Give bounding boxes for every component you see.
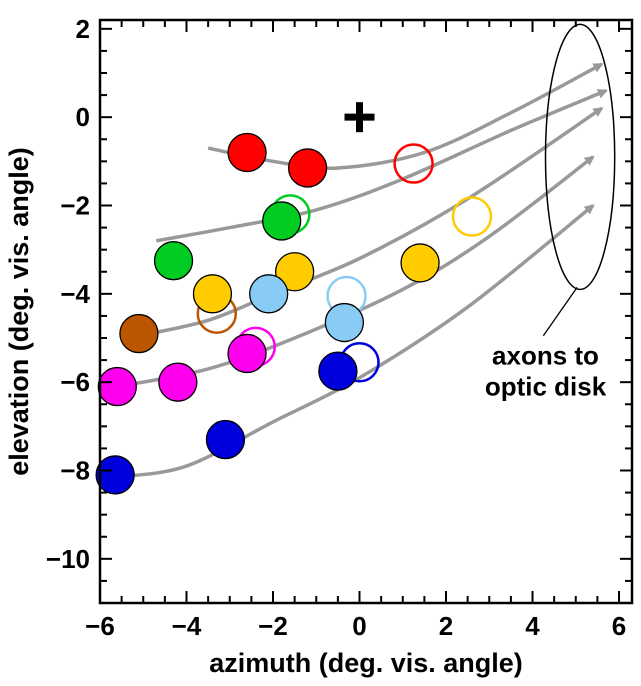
filled-point xyxy=(192,274,233,314)
filled-point xyxy=(324,302,365,343)
annotation-line-2: optic disk xyxy=(485,371,607,401)
y-tick-label: −6 xyxy=(60,367,90,397)
x-tick-label: 2 xyxy=(439,611,453,641)
filled-point xyxy=(287,148,328,188)
filled-point xyxy=(119,313,159,354)
filled-point xyxy=(227,132,267,173)
axon-curve xyxy=(207,62,604,170)
y-axis-label: elevation (deg. vis. angle) xyxy=(4,147,34,476)
filled-point xyxy=(227,333,267,374)
filled-point xyxy=(158,362,198,402)
y-tick-label: −2 xyxy=(60,191,90,221)
axes: −6 −4 −2 0 2 4 6 −10 −8 −6 −4 −2 0 2 xyxy=(46,14,634,641)
x-tick-label: −4 xyxy=(172,611,202,641)
filled-point xyxy=(97,366,137,407)
filled-point xyxy=(400,243,440,283)
y-tick-label: −4 xyxy=(60,279,90,309)
filled-point xyxy=(274,252,315,292)
plot-frame xyxy=(98,18,634,605)
x-tick-label: 4 xyxy=(525,611,540,641)
axon-curve xyxy=(116,155,595,389)
filled-point xyxy=(153,241,194,281)
y-tick-label: −10 xyxy=(46,544,90,574)
annotation: axons to optic disk xyxy=(485,341,607,402)
filled-point xyxy=(205,419,246,460)
x-tick-label: −6 xyxy=(85,611,115,641)
x-tick-label: −2 xyxy=(258,611,288,641)
filled-point xyxy=(95,455,135,495)
x-tick-label: 6 xyxy=(612,611,626,641)
axon-curve xyxy=(155,89,608,243)
axon-curve xyxy=(138,106,604,338)
y-tick-label: 0 xyxy=(76,102,90,132)
annotation-line-1: axons to xyxy=(492,341,599,371)
x-axis-label: azimuth (deg. vis. angle) xyxy=(209,648,523,678)
open-point xyxy=(451,196,493,237)
y-tick-label: −8 xyxy=(60,456,90,486)
annotation-leader-line xyxy=(542,287,578,337)
y-tick-label: 2 xyxy=(76,14,90,44)
filled-point xyxy=(262,201,302,241)
optic-disk-ellipse xyxy=(544,23,616,291)
open-point xyxy=(393,143,434,184)
x-tick-label: 0 xyxy=(352,611,366,641)
data-points xyxy=(95,102,493,495)
filled-point xyxy=(318,351,358,391)
filled-point xyxy=(249,274,289,314)
